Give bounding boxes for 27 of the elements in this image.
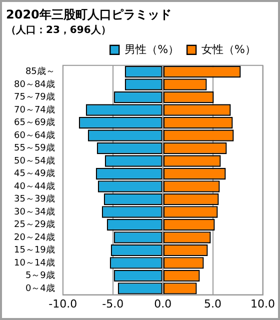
y-tick-label: 60～64歳 [14, 130, 55, 141]
x-tick-label: 5.0 [204, 297, 222, 310]
x-tick-label: -10.0 [48, 297, 78, 310]
y-tick-label: 10～14歳 [14, 257, 55, 268]
y-tick-label: 80～84歳 [14, 78, 55, 90]
x-tick-label: 0.0 [154, 297, 172, 310]
y-tick-label: 35～39歳 [14, 194, 55, 205]
x-tick-label: 10.0 [250, 297, 276, 310]
y-tick-label: 15～19歳 [14, 244, 55, 256]
y-tick-label: 85歳～ [25, 66, 55, 78]
y-tick-label: 50～54歳 [14, 155, 55, 166]
x-tick-label: -5.0 [102, 297, 124, 310]
chart-title: 2020年三股町人口ピラミッド [6, 7, 172, 22]
y-tick-label: 30～34歳 [14, 206, 55, 218]
y-tick-label: 70～74歳 [14, 104, 55, 116]
y-tick-label: 25～29歳 [14, 219, 55, 230]
y-tick-label: 20～24歳 [14, 232, 55, 243]
y-tick-label: 55～59歳 [14, 142, 55, 154]
y-tick-label: 65～69歳 [14, 117, 55, 128]
y-tick-label: 0～4歳 [25, 282, 55, 294]
y-tick-label: 5～9歳 [25, 270, 55, 282]
legend-label: 男性（%） [124, 42, 180, 56]
chart-subtitle: （人口：23，696人） [6, 24, 111, 36]
y-tick-label: 45～49歳 [14, 168, 55, 180]
legend-label: 女性（%） [202, 42, 256, 56]
y-tick-label: 75～79歳 [14, 92, 55, 103]
y-tick-label: 40～44歳 [14, 180, 55, 192]
